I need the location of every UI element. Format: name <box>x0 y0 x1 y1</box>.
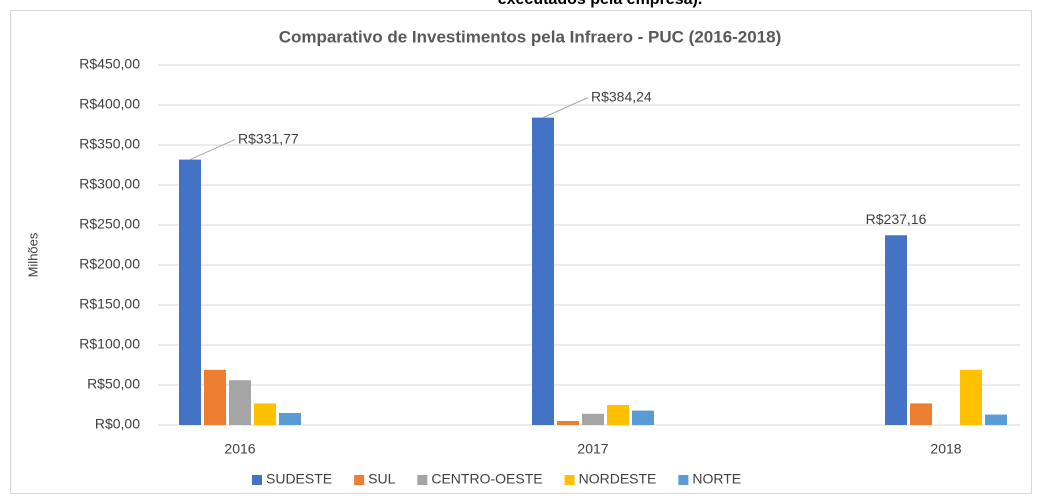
y-tick-label: R$50,00 <box>87 376 140 392</box>
chart-title: Comparativo de Investimentos pela Infrae… <box>279 27 782 46</box>
bar <box>179 159 201 426</box>
data-label: R$384,24 <box>591 88 652 104</box>
legend-label: CENTRO-OESTE <box>431 471 542 487</box>
legend-swatch <box>252 475 262 485</box>
bar <box>632 410 654 425</box>
bar <box>204 369 226 425</box>
bar <box>910 403 932 425</box>
leader-line <box>189 139 236 161</box>
x-tick-label: 2018 <box>930 441 961 457</box>
y-tick-label: R$0,00 <box>95 416 140 432</box>
annotation: executados pela empresa). <box>498 0 703 8</box>
y-tick-label: R$350,00 <box>79 136 140 152</box>
bar <box>254 403 276 425</box>
legend-swatch <box>678 475 689 485</box>
legend-label: SUL <box>368 471 395 487</box>
legend-swatch <box>417 475 428 485</box>
x-tick-label: 2017 <box>577 441 608 457</box>
chart-frame <box>10 10 1032 494</box>
legend-swatch <box>354 475 365 485</box>
y-tick-label: R$200,00 <box>79 256 140 272</box>
x-tick-label: 2016 <box>224 441 255 457</box>
y-axis-label: Milhões <box>25 232 40 277</box>
y-tick-label: R$450,00 <box>79 56 140 72</box>
bar <box>960 369 982 425</box>
legend-label: NORTE <box>692 471 741 487</box>
y-tick-label: R$300,00 <box>79 176 140 192</box>
leader-line <box>542 97 589 119</box>
bar <box>532 117 554 425</box>
legend-label: SUDESTE <box>266 471 332 487</box>
legend-swatch <box>564 475 575 485</box>
data-label: R$331,77 <box>238 130 299 146</box>
y-tick-label: R$150,00 <box>79 296 140 312</box>
bar <box>582 413 604 425</box>
bar <box>885 235 907 425</box>
y-tick-label: R$250,00 <box>79 216 140 232</box>
y-tick-label: R$100,00 <box>79 336 140 352</box>
data-label: R$237,16 <box>866 211 927 227</box>
bar <box>229 380 251 425</box>
bar <box>557 421 579 425</box>
bar <box>985 414 1007 425</box>
bar <box>279 413 301 425</box>
y-tick-label: R$400,00 <box>79 96 140 112</box>
legend-label: NORDESTE <box>579 471 657 487</box>
bar <box>607 405 629 425</box>
